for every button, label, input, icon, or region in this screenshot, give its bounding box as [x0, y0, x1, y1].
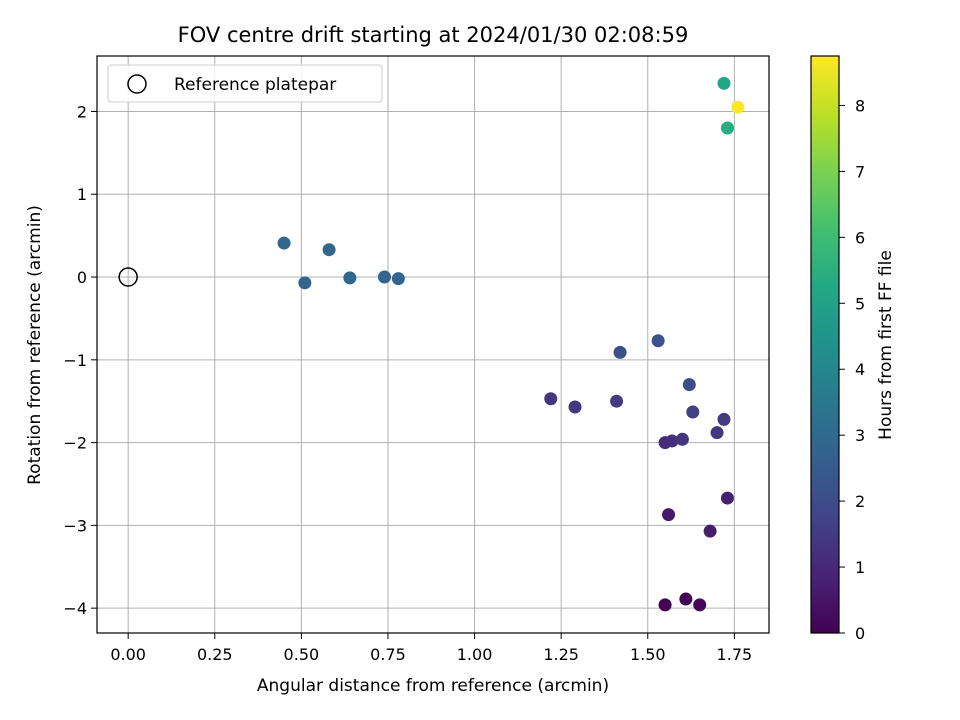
data-point	[662, 508, 676, 522]
reference-platepar-marker	[118, 267, 138, 287]
y-tick-label: −2	[63, 434, 87, 453]
data-point	[686, 405, 700, 419]
x-axis-label: Angular distance from reference (arcmin)	[257, 676, 609, 696]
data-point	[277, 236, 291, 250]
y-tick-label: −4	[63, 599, 87, 618]
x-tick-label: 1.00	[457, 645, 493, 664]
colorbar-tick-label: 5	[855, 294, 865, 313]
scatter-points	[277, 76, 745, 612]
y-tick-label: 1	[77, 185, 87, 204]
colorbar-tick-label: 3	[855, 426, 865, 445]
legend: Reference platepar	[107, 64, 383, 103]
x-tick-label: 0.00	[110, 645, 146, 664]
data-point	[610, 394, 624, 408]
data-point	[731, 100, 745, 114]
data-point	[710, 426, 724, 440]
data-point	[717, 76, 731, 90]
colorbar-tick-label: 6	[855, 228, 865, 247]
chart-title: FOV centre drift starting at 2024/01/30 …	[178, 23, 689, 47]
y-tick-label: 0	[77, 268, 87, 287]
y-tick-label: 2	[77, 102, 87, 121]
data-point	[693, 598, 707, 612]
grid-lines	[97, 56, 769, 633]
plot-area: 0.00 0.25 0.50 0.75 1.00 1.25 1.50 1.75 −4−3−2−…	[63, 55, 770, 664]
data-point	[651, 334, 665, 348]
data-point	[720, 121, 734, 135]
data-point	[544, 392, 558, 406]
data-point	[679, 592, 693, 606]
x-tick-label: 1.50	[630, 645, 666, 664]
colorbar-label: Hours from first FF file	[876, 250, 896, 440]
data-point	[343, 271, 357, 285]
data-point	[658, 598, 672, 612]
data-point	[568, 400, 582, 414]
plot-frame	[96, 55, 770, 634]
colorbar: 0 1 2 3 4 5 6 7 8 Hours from first FF file	[810, 55, 896, 643]
colorbar-tick-label: 2	[855, 492, 865, 511]
data-point	[298, 276, 312, 290]
colorbar-tick-label: 7	[855, 162, 865, 181]
y-axis-label: Rotation from reference (arcmin)	[25, 205, 45, 485]
x-tick-label: 1.25	[543, 645, 579, 664]
data-point	[391, 272, 405, 286]
data-point	[717, 412, 731, 426]
data-point	[613, 345, 627, 359]
colorbar-gradient	[810, 55, 840, 634]
x-axis-ticks: 0.00 0.25 0.50 0.75 1.00 1.25 1.50 1.75	[110, 633, 752, 664]
data-point	[682, 378, 696, 392]
colorbar-tick-label: 1	[855, 558, 865, 577]
legend-marker-icon	[127, 74, 147, 94]
data-point	[703, 524, 717, 538]
plot-background	[97, 56, 769, 633]
data-point	[675, 432, 689, 446]
legend-entry-reference: Reference platepar	[174, 75, 336, 95]
data-point	[720, 491, 734, 505]
x-tick-label: 0.75	[370, 645, 406, 664]
colorbar-tick-label: 8	[855, 96, 865, 115]
data-point	[322, 243, 336, 257]
x-tick-label: 0.25	[197, 645, 233, 664]
y-tick-label: −1	[63, 351, 87, 370]
y-tick-label: −3	[63, 516, 87, 535]
y-axis-ticks: −4 −3 −2 −1 0 1 2	[63, 102, 97, 618]
colorbar-tick-label: 0	[855, 624, 865, 643]
x-tick-label: 1.75	[717, 645, 753, 664]
data-point	[665, 434, 679, 448]
x-tick-label: 0.50	[284, 645, 320, 664]
colorbar-tick-label: 4	[855, 360, 865, 379]
data-point	[378, 270, 392, 284]
colorbar-ticks: 0 1 2 3 4 5 6 7 8	[839, 96, 865, 643]
legend-box	[107, 64, 383, 103]
